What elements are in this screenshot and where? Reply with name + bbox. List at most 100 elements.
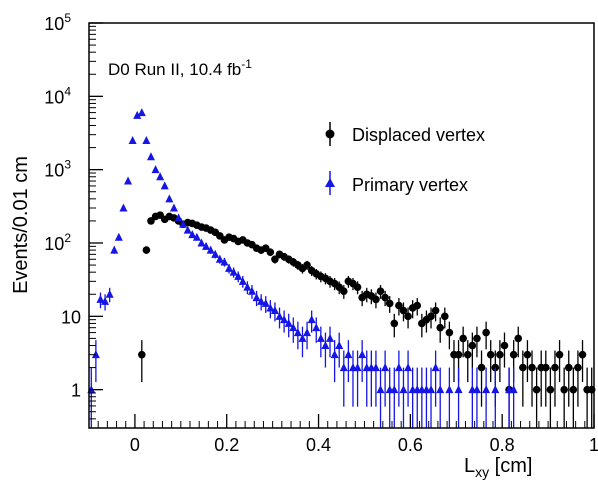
data-point <box>404 312 412 321</box>
data-point <box>266 248 275 256</box>
data-point <box>578 350 587 359</box>
data-point <box>303 328 312 337</box>
data-point <box>390 319 399 328</box>
data-point <box>541 363 550 372</box>
data-point <box>564 363 573 372</box>
data-point <box>486 350 495 359</box>
data-point <box>280 315 289 324</box>
data-point <box>303 261 311 269</box>
data-point <box>202 241 211 250</box>
data-point <box>427 385 436 394</box>
data-point <box>555 350 564 359</box>
data-point <box>353 363 362 372</box>
data-point <box>238 276 247 285</box>
data-point <box>376 385 385 394</box>
data-point <box>463 350 472 359</box>
data-point <box>500 341 509 350</box>
data-point <box>197 238 206 247</box>
data-point <box>261 298 270 307</box>
data-point <box>169 203 178 212</box>
data-point <box>509 385 518 394</box>
data-point <box>358 350 367 359</box>
data-point <box>165 194 174 203</box>
series-layer <box>87 108 596 428</box>
y-tick-label: 103 <box>44 158 71 181</box>
data-point <box>321 341 330 350</box>
data-point <box>243 282 252 291</box>
data-point <box>445 385 454 394</box>
data-point <box>293 328 302 337</box>
data-point <box>491 385 500 394</box>
x-tick-label: 1 <box>589 435 598 455</box>
legend-label-displaced: Displaced vertex <box>352 125 485 145</box>
series-primary-vertex <box>87 108 518 428</box>
data-point <box>546 385 555 394</box>
axis-layer: 0 0.2 0.4 0.6 0.8 1 1 10 102 103 104 105 <box>44 11 598 455</box>
legend: Displaced vertex Primary vertex <box>325 122 485 195</box>
data-point <box>220 257 229 266</box>
data-point <box>468 341 477 350</box>
data-point <box>284 318 293 327</box>
x-tick-label: 0.8 <box>490 435 515 455</box>
data-point <box>215 254 224 263</box>
x-tick-label: 0 <box>130 435 140 455</box>
x-axis-title: Lxy [cm] <box>464 455 532 480</box>
data-point <box>528 363 536 372</box>
data-point <box>156 172 165 181</box>
data-point <box>312 323 321 332</box>
data-point <box>192 232 201 241</box>
data-point <box>128 135 137 144</box>
data-point <box>496 350 504 359</box>
data-point <box>532 385 541 394</box>
data-point <box>316 333 325 342</box>
y-tick-label: 1 <box>71 381 81 401</box>
plot-frame <box>88 22 595 429</box>
data-point <box>174 213 183 222</box>
data-point <box>289 323 298 332</box>
data-point <box>335 341 344 350</box>
data-point <box>560 385 568 394</box>
data-point <box>427 312 435 321</box>
y-tick-label: 102 <box>44 231 71 254</box>
data-point <box>459 334 467 343</box>
data-point <box>110 245 119 254</box>
x-tick-label: 0.6 <box>398 435 423 455</box>
data-point <box>509 350 518 359</box>
data-point <box>399 385 408 394</box>
data-point <box>229 267 238 276</box>
data-point <box>179 219 188 228</box>
data-point <box>146 152 155 161</box>
y-tick-label: 104 <box>44 84 71 107</box>
data-point <box>247 286 256 295</box>
data-point <box>514 334 523 343</box>
data-point <box>271 255 279 264</box>
data-point <box>160 181 169 190</box>
data-point <box>142 135 151 144</box>
data-point <box>399 306 408 315</box>
data-point <box>183 225 192 234</box>
x-tick-label: 0.2 <box>214 435 239 455</box>
y-axis-title: Events/0.01 cm <box>10 156 32 294</box>
data-point <box>381 293 389 302</box>
data-point <box>569 385 578 394</box>
data-point <box>523 350 532 359</box>
data-point <box>385 299 394 308</box>
data-point <box>482 328 490 337</box>
data-point <box>445 328 454 337</box>
data-point <box>477 363 486 372</box>
data-point <box>472 385 481 394</box>
data-point <box>257 296 266 305</box>
x-tick-label: 0.4 <box>306 435 331 455</box>
data-point <box>206 245 215 254</box>
data-point <box>404 363 413 372</box>
data-point <box>454 385 463 394</box>
data-point <box>326 333 335 342</box>
data-point <box>142 246 151 254</box>
data-point <box>372 295 380 304</box>
data-point <box>133 110 142 119</box>
y-tick-label: 10 <box>61 307 81 327</box>
data-point <box>307 315 316 324</box>
data-point <box>371 363 380 372</box>
data-point <box>275 311 284 320</box>
